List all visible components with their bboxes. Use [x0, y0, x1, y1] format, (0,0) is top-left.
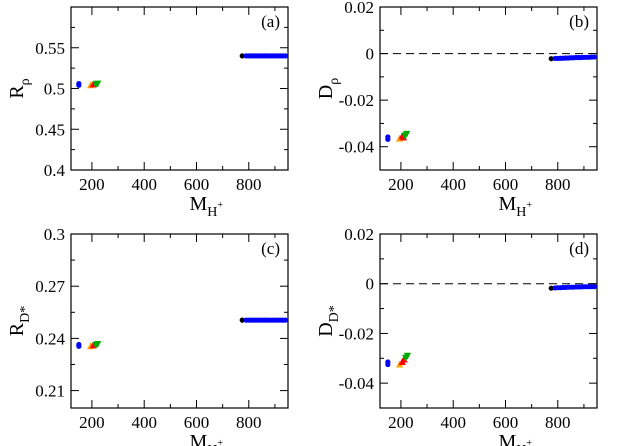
x-tick-label: 200	[79, 175, 105, 194]
y-tick-label: 0	[366, 275, 375, 294]
point-green	[94, 80, 102, 88]
plot-frame	[379, 6, 598, 171]
panel-label: (d)	[569, 239, 589, 258]
point-green	[94, 340, 102, 348]
x-axis-title: MH+	[499, 431, 533, 446]
x-axis-title-main: M	[190, 431, 208, 446]
x-tick-label: 200	[388, 413, 414, 432]
panel-b: 200 400 600 800 -0.04 -0.02 0 0.02 (b) MH+ Dρ	[315, 0, 598, 220]
x-axis-title-main: M	[499, 431, 517, 446]
y-axis-title: DD*	[315, 305, 342, 337]
x-tick-label: 400	[440, 413, 466, 432]
y-tick-label: -0.02	[339, 324, 374, 343]
x-axis-title: MH+	[499, 193, 533, 220]
x-tick-label: 800	[236, 175, 262, 194]
x-axis-title-sub: H	[207, 443, 217, 446]
y-tick-label: 0.3	[44, 225, 65, 244]
y-tick-label: 0.02	[344, 225, 374, 244]
y-tick-label: 0.5	[44, 80, 65, 99]
panel-label: (c)	[261, 239, 280, 258]
point-green	[403, 130, 411, 138]
panel-d: 200 400 600 800 -0.04 -0.02 0 0.02 (d) MH+ DD*	[315, 225, 598, 446]
x-tick-label: 800	[545, 413, 571, 432]
point-blue	[591, 54, 597, 60]
y-axis-title-sub: D*	[18, 306, 33, 323]
x-tick-label: 800	[545, 175, 571, 194]
x-tick-label: 400	[131, 175, 157, 194]
plot-frame	[379, 233, 598, 409]
x-tick-label: 400	[440, 175, 466, 194]
y-axis-title-sub: ρ	[327, 78, 342, 85]
x-tick-label: 800	[236, 413, 262, 432]
x-axis-title-sub: H	[516, 205, 526, 220]
point-blue	[76, 81, 82, 87]
point-black	[239, 53, 245, 59]
y-tick-label: 0	[366, 45, 375, 64]
point-black	[548, 285, 554, 291]
point-blue	[385, 136, 391, 142]
x-tick-label: 400	[131, 413, 157, 432]
y-tick-label: -0.04	[339, 138, 375, 157]
x-tick-label: 600	[493, 175, 519, 194]
point-blue	[591, 284, 597, 290]
panel-label: (a)	[261, 12, 280, 31]
point-blue	[282, 317, 288, 323]
x-tick-label: 600	[184, 175, 210, 194]
y-axis-title-main: D	[315, 85, 337, 99]
y-tick-label: 0.27	[35, 277, 65, 296]
y-axis-title-main: R	[6, 85, 28, 99]
x-axis-title-sup: +	[526, 200, 532, 211]
x-axis-title-main: M	[499, 193, 517, 215]
y-tick-label: 0.4	[44, 161, 66, 180]
point-blue	[385, 361, 391, 368]
point-black	[239, 317, 245, 323]
point-green	[403, 352, 412, 360]
y-tick-label: -0.02	[339, 91, 374, 110]
y-axis-title: RD*	[6, 306, 33, 336]
y-tick-label: 0.45	[35, 120, 65, 139]
plot-frame	[70, 6, 289, 171]
y-axis-title-sub: ρ	[18, 78, 33, 85]
y-tick-label: 0.02	[344, 0, 374, 17]
plot-frame	[70, 233, 289, 409]
point-blue	[76, 341, 82, 348]
y-axis-title: Dρ	[315, 78, 342, 99]
point-black	[548, 56, 554, 62]
y-axis-title: Rρ	[6, 78, 33, 98]
y-tick-label: 0.21	[35, 382, 65, 401]
panel-a: 200 400 600 800 0.4 0.45 0.5 0.55 (a) MH+ Rρ	[6, 6, 289, 220]
x-axis-title-sub: H	[516, 443, 526, 446]
x-axis-title-sup: +	[217, 438, 223, 446]
point-blue	[282, 53, 288, 59]
y-axis-title-main: R	[6, 322, 28, 336]
y-tick-label: 0.55	[35, 39, 65, 58]
panel-c: 200 400 600 800 0.21 0.24 0.27 0.3 (c) MH+ RD*	[6, 225, 289, 446]
y-axis-title-sub: D*	[327, 305, 342, 322]
y-axis-title-main: D	[315, 322, 337, 336]
x-axis-title: MH+	[190, 431, 224, 446]
x-tick-label: 600	[493, 413, 519, 432]
y-tick-label: 0.24	[35, 329, 65, 348]
x-axis-title: MH+	[190, 193, 224, 220]
x-axis-title-sub: H	[207, 205, 217, 220]
x-axis-title-sup: +	[526, 438, 532, 446]
x-tick-label: 200	[79, 413, 105, 432]
x-axis-title-sup: +	[217, 200, 223, 211]
x-tick-label: 600	[184, 413, 210, 432]
x-axis-title-main: M	[190, 193, 208, 215]
panel-label: (b)	[569, 12, 589, 31]
y-tick-label: -0.04	[339, 374, 375, 393]
x-tick-label: 200	[388, 175, 414, 194]
